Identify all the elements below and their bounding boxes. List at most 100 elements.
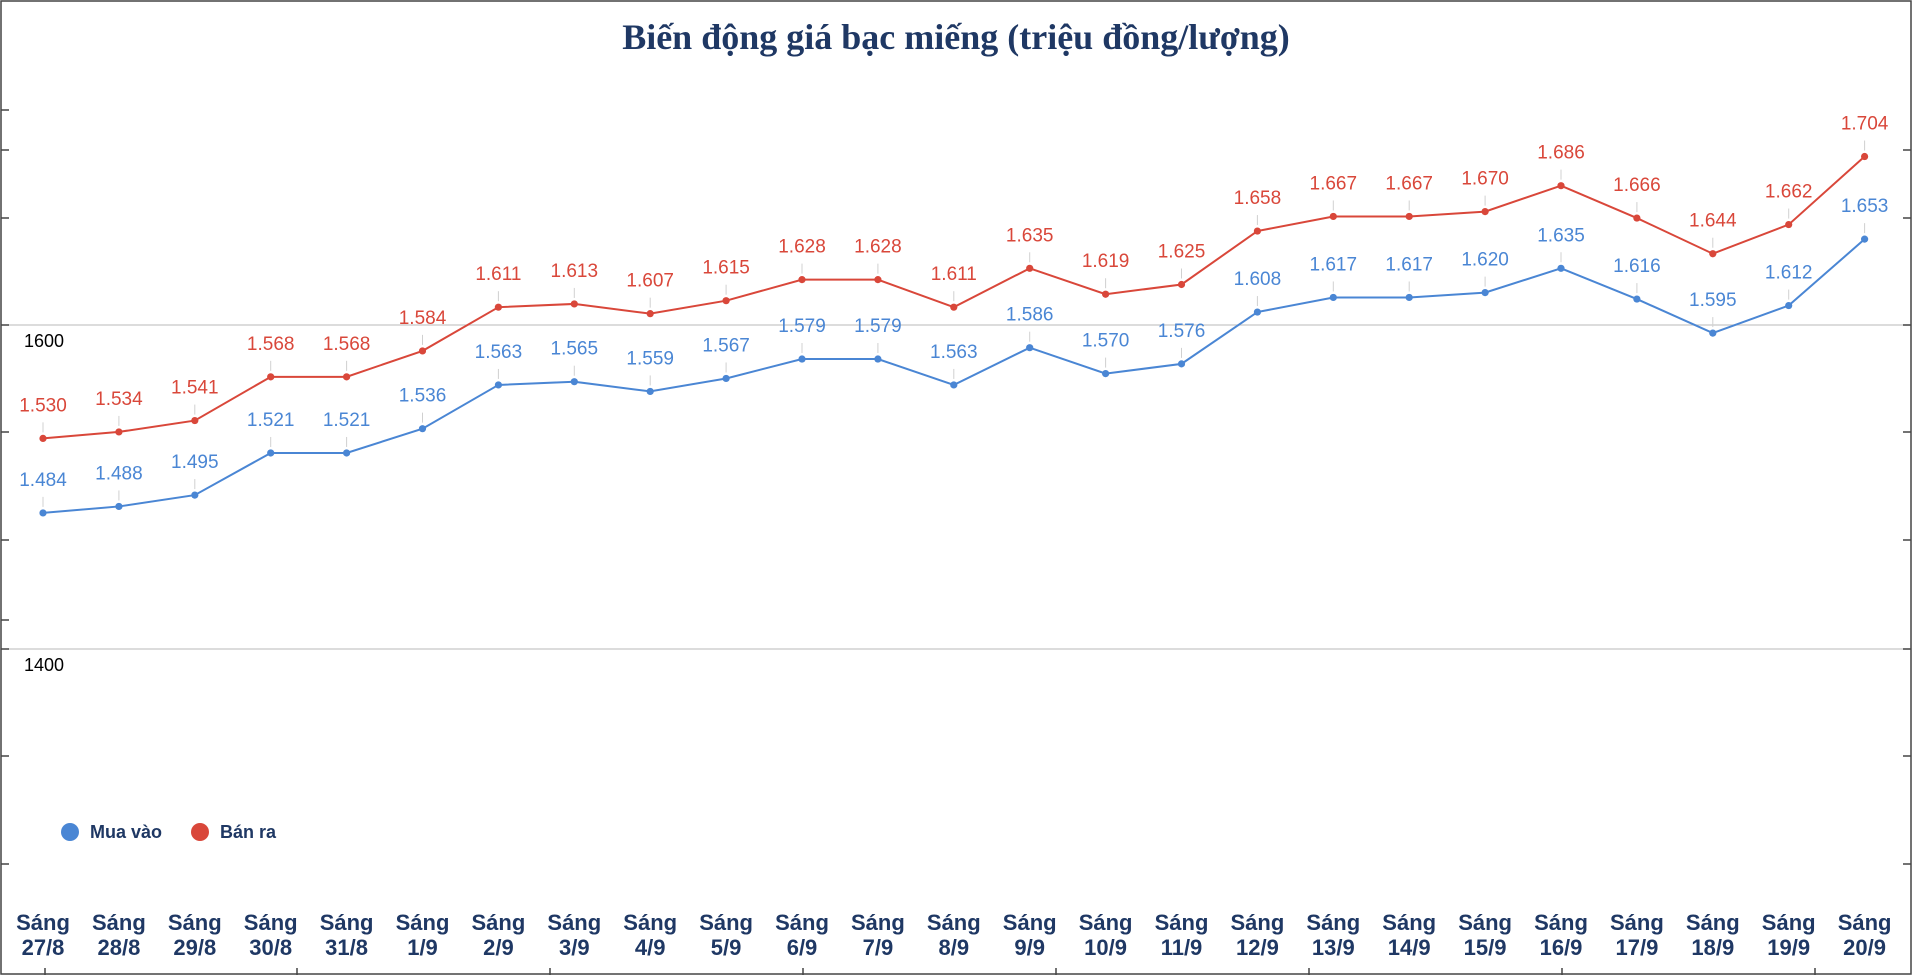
y-axis-ticks: 1400 1600 — [24, 331, 64, 675]
data-point — [418, 425, 427, 433]
chart-title: Biến động giá bạc miếng (triệu đồng/lượn… — [622, 17, 1290, 57]
data-point — [570, 300, 578, 308]
x-tick-label-line2: 9/9 — [1014, 935, 1045, 960]
data-point — [1709, 250, 1717, 258]
data-label: 1.495 — [171, 452, 219, 473]
data-point — [1709, 329, 1717, 337]
x-tick-label-line2: 8/9 — [939, 935, 970, 960]
x-tick-label-line1: Sáng — [1155, 910, 1209, 935]
x-tick-label-line2: 3/9 — [559, 935, 590, 960]
x-tick-label-line1: Sáng — [168, 910, 222, 935]
x-tick-label-line1: Sáng — [320, 910, 374, 935]
data-label: 1.607 — [626, 271, 674, 292]
data-label: 1.608 — [1234, 269, 1282, 290]
data-point — [1633, 214, 1641, 222]
data-point — [950, 303, 958, 311]
data-point — [1026, 264, 1034, 272]
data-point — [1177, 280, 1186, 289]
data-label: 1.686 — [1537, 143, 1585, 164]
data-point — [267, 449, 275, 457]
data-label: 1.576 — [1158, 321, 1206, 342]
data-point — [39, 434, 47, 442]
data-point — [950, 381, 958, 389]
x-tick-label-line2: 14/9 — [1388, 935, 1431, 960]
data-label: 1.615 — [702, 258, 750, 279]
data-point — [1405, 293, 1413, 302]
x-tick-label-line2: 1/9 — [407, 935, 438, 960]
data-label: 1.536 — [399, 386, 447, 407]
data-label: 1.521 — [247, 410, 295, 431]
x-tick-label-line2: 19/9 — [1767, 935, 1810, 960]
x-tick-label-line1: Sáng — [1534, 910, 1588, 935]
data-label: 1.595 — [1689, 290, 1737, 311]
data-label: 1.565 — [551, 339, 599, 360]
x-tick-label-line1: Sáng — [1231, 910, 1285, 935]
data-point — [494, 303, 502, 311]
x-tick-label-line1: Sáng — [1458, 910, 1512, 935]
x-tick-label-line2: 18/9 — [1691, 935, 1734, 960]
x-tick-label-line1: Sáng — [472, 910, 526, 935]
data-label: 1.541 — [171, 378, 219, 399]
data-label: 1.666 — [1613, 175, 1661, 196]
data-point — [1557, 264, 1565, 272]
x-tick-label-line2: 5/9 — [711, 935, 742, 960]
data-label: 1.488 — [95, 463, 143, 484]
data-label: 1.667 — [1310, 173, 1358, 194]
data-point — [1253, 227, 1261, 235]
x-tick-label-line1: Sáng — [92, 910, 146, 935]
data-label: 1.521 — [323, 410, 371, 431]
data-point — [191, 491, 199, 499]
data-point — [1481, 208, 1489, 216]
x-tick-label-line1: Sáng — [1382, 910, 1436, 935]
x-tick-label-line2: 15/9 — [1464, 935, 1507, 960]
x-tick-label-line2: 17/9 — [1615, 935, 1658, 960]
legend-marker — [191, 823, 209, 841]
data-label: 1.568 — [323, 334, 371, 355]
x-tick-label-line2: 31/8 — [325, 935, 368, 960]
x-tick-label-line1: Sáng — [16, 910, 70, 935]
data-labels: 1.484 1.488 1.495 1.521 1.521 1.536 1.563 1.565… — [19, 114, 1889, 507]
data-label: 1.567 — [702, 335, 750, 356]
data-point — [115, 502, 123, 511]
data-point — [1329, 212, 1337, 221]
x-tick-label-line1: Sáng — [547, 910, 601, 935]
data-label: 1.559 — [626, 348, 674, 369]
y-tick-label: 1400 — [24, 655, 64, 675]
x-tick-label-line1: Sáng — [927, 910, 981, 935]
data-label: 1.704 — [1841, 114, 1889, 135]
data-label: 1.619 — [1082, 251, 1130, 272]
x-tick-label-line2: 2/9 — [483, 935, 514, 960]
data-label: 1.620 — [1461, 250, 1509, 271]
legend-label: Mua vào — [90, 822, 162, 842]
data-point — [570, 378, 578, 386]
data-label: 1.579 — [778, 316, 826, 337]
data-point — [1785, 220, 1793, 229]
x-tick-label-line2: 30/8 — [249, 935, 292, 960]
data-label: 1.628 — [854, 237, 902, 258]
data-point — [1633, 295, 1641, 303]
data-point — [798, 276, 806, 284]
data-point — [343, 449, 351, 457]
data-point — [1102, 290, 1110, 298]
data-point — [1405, 212, 1413, 221]
data-point — [1481, 289, 1489, 297]
y-tick-label: 1600 — [24, 331, 64, 351]
data-label: 1.617 — [1385, 254, 1433, 275]
x-tick-label-line1: Sáng — [851, 910, 905, 935]
x-tick-label-line2: 6/9 — [787, 935, 818, 960]
data-point — [1177, 360, 1186, 368]
x-tick-label-line2: 20/9 — [1843, 935, 1886, 960]
data-label: 1.613 — [551, 261, 599, 282]
x-tick-label-line1: Sáng — [1079, 910, 1133, 935]
data-label: 1.616 — [1613, 256, 1661, 277]
x-tick-label-line2: 12/9 — [1236, 935, 1279, 960]
data-label: 1.568 — [247, 334, 295, 355]
data-label: 1.653 — [1841, 196, 1889, 217]
x-tick-label-line1: Sáng — [699, 910, 753, 935]
data-point — [722, 297, 730, 305]
data-label: 1.579 — [854, 316, 902, 337]
data-point — [646, 387, 654, 396]
data-point — [1785, 301, 1793, 310]
grid — [1, 109, 1911, 865]
